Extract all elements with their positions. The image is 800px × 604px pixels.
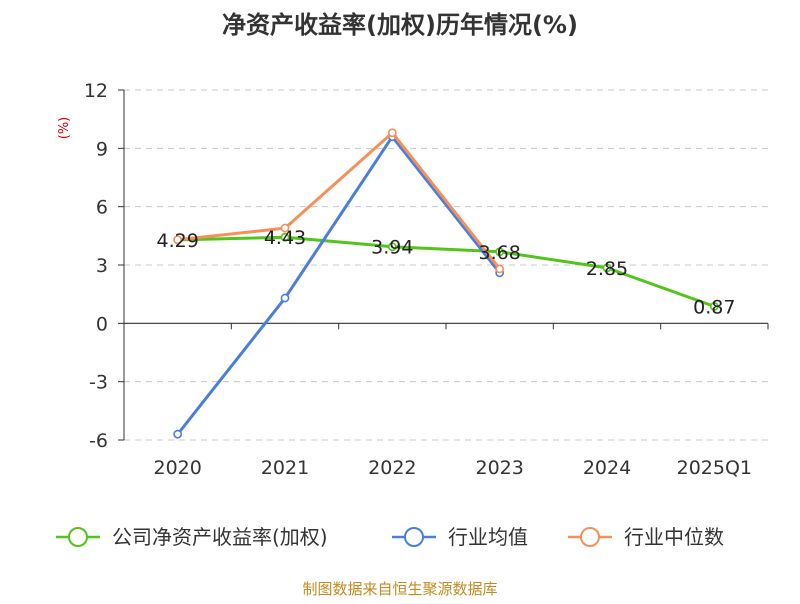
series-layer <box>173 128 719 439</box>
data-point <box>280 223 290 233</box>
data-point <box>709 302 719 311</box>
data-label: 3.68 <box>479 242 521 264</box>
y-tick-label: -6 <box>89 430 108 452</box>
x-tick-label: 2025Q1 <box>677 457 752 479</box>
x-tick-label: 2022 <box>368 457 416 479</box>
data-label: 0.87 <box>693 296 735 318</box>
x-tick-label: 2021 <box>261 457 309 479</box>
grid-layer <box>124 89 768 441</box>
legend-label: 公司净资产收益率(加权) <box>112 525 328 549</box>
data-label-layer: 4.29 4.43 3.94 3.68 2.85 0.87 <box>157 227 736 318</box>
y-tick-label: 0 <box>96 313 108 335</box>
y-tick-label: 3 <box>96 255 108 277</box>
x-tick-label: 2024 <box>583 457 631 479</box>
data-point <box>173 429 183 439</box>
y-tick-label: 12 <box>84 80 108 102</box>
data-point <box>387 128 397 138</box>
legend-item: 行业均值 <box>392 525 528 549</box>
data-label: 4.29 <box>157 230 199 252</box>
y-axis-unit-label: (%) <box>57 117 72 140</box>
series-line <box>176 135 501 436</box>
data-label: 3.94 <box>371 237 413 259</box>
data-point <box>495 247 505 257</box>
series-line <box>177 235 715 308</box>
legend-marker <box>404 527 424 547</box>
data-point <box>602 263 612 273</box>
legend-label: 行业中位数 <box>624 525 724 549</box>
legend-item: 公司净资产收益率(加权) <box>56 525 328 549</box>
legend-label: 行业均值 <box>448 525 528 549</box>
source-note: 制图数据来自恒生聚源数据库 <box>302 580 497 598</box>
x-tick-label: 2023 <box>475 457 523 479</box>
data-point <box>387 242 397 252</box>
data-point <box>495 264 505 274</box>
legend-item: 行业中位数 <box>568 525 724 549</box>
data-point <box>280 232 290 242</box>
y-tick-label: 6 <box>96 197 108 219</box>
y-tick-label: 9 <box>96 138 108 160</box>
data-label: 4.43 <box>264 227 306 249</box>
legend-marker <box>68 527 88 547</box>
series-line <box>177 131 501 270</box>
data-label: 2.85 <box>586 258 628 280</box>
data-point <box>280 293 290 303</box>
chart-title: 净资产收益率(加权)历年情况(%) <box>222 11 578 39</box>
axis-layer: -6 -3 0 3 6 9 12 2020 2021 2022 2023 2024 2025Q1 <box>84 80 769 479</box>
x-tick-label: 2020 <box>153 457 201 479</box>
legend-marker <box>580 527 600 547</box>
legend: 公司净资产收益率(加权) 行业均值 行业中位数 <box>56 525 724 549</box>
y-tick-label: -3 <box>89 372 108 394</box>
data-point <box>173 235 183 245</box>
